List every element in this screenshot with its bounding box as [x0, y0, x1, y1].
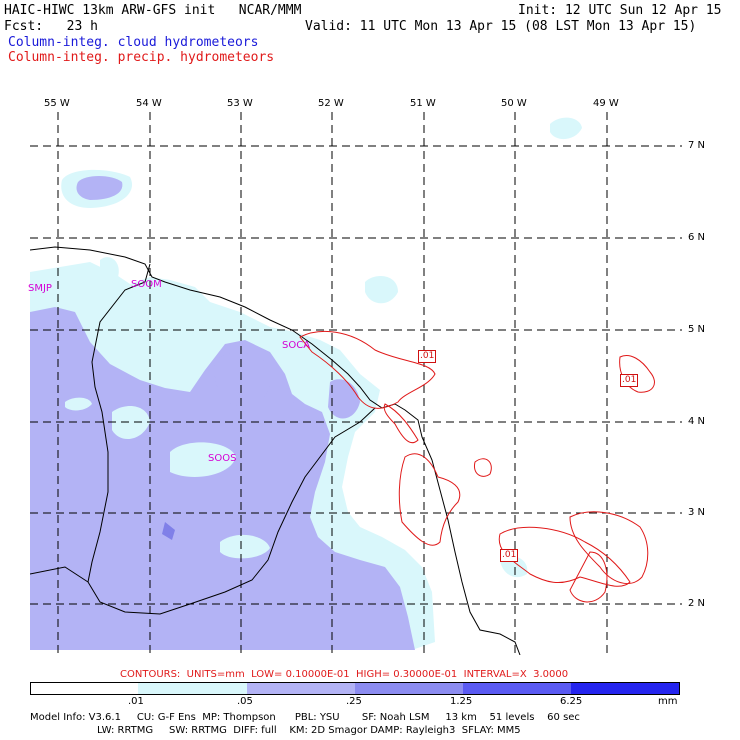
lat-label: 4 N: [688, 416, 706, 427]
valid-time: Valid: 11 UTC Mon 13 Apr 15 (08 LST Mon …: [305, 19, 697, 34]
lon-label: 52 W: [318, 98, 344, 109]
lat-label: 6 N: [688, 232, 706, 243]
map-plot: [30, 112, 682, 655]
colorbar-level: .01: [128, 696, 144, 707]
station-label: SOOM: [131, 279, 162, 290]
colorbar-level: 6.25: [560, 696, 583, 707]
colorbar-bin: [571, 683, 679, 694]
lat-label: 5 N: [688, 324, 706, 335]
colorbar: [30, 682, 680, 695]
contour-label: .01: [620, 374, 639, 387]
colorbar-level: 1.25: [450, 696, 473, 707]
colorbar-level: .05: [237, 696, 253, 707]
lon-label: 49 W: [593, 98, 619, 109]
colorbar-units: mm: [658, 696, 678, 707]
lon-label: 53 W: [227, 98, 253, 109]
contour-label: .01: [500, 549, 519, 562]
lon-label: 51 W: [410, 98, 436, 109]
lat-lon-grid: [30, 112, 682, 655]
contour-label: .01: [418, 350, 437, 363]
lon-label: 50 W: [501, 98, 527, 109]
forecast-hour: Fcst: 23 h: [4, 19, 98, 34]
station-label: SOCA: [282, 340, 311, 351]
colorbar-bin: [463, 683, 571, 694]
lon-label: 54 W: [136, 98, 162, 109]
station-label: SMJP: [28, 283, 52, 294]
station-label: SOOS: [208, 453, 237, 464]
cloud-field-gaps: [65, 397, 270, 559]
lat-label: 3 N: [688, 507, 706, 518]
colorbar-bin: [31, 683, 138, 694]
lat-label: 2 N: [688, 598, 706, 609]
cloud-field-dark: [162, 522, 175, 540]
coastline-borders: [30, 246, 521, 655]
model-info-line2: LW: RRTMG SW: RRTMG DIFF: full KM: 2D Sm…: [97, 725, 521, 736]
model-title: HAIC-HIWC 13km ARW-GFS init NCAR/MMM: [4, 3, 302, 18]
cloud-field-medium: [30, 176, 415, 650]
colorbar-bin: [138, 683, 247, 694]
field-precip-title: Column-integ. precip. hydrometeors: [8, 50, 275, 65]
model-info-line1: Model Info: V3.6.1 CU: G-F Ens MP: Thomp…: [30, 712, 580, 723]
lat-label: 7 N: [688, 140, 706, 151]
field-cloud-title: Column-integ. cloud hydrometeors: [8, 35, 259, 50]
lon-label: 55 W: [44, 98, 70, 109]
contour-info: CONTOURS: UNITS=mm LOW= 0.10000E-01 HIGH…: [120, 669, 569, 680]
colorbar-level: .25: [346, 696, 362, 707]
init-time: Init: 12 UTC Sun 12 Apr 15: [518, 3, 722, 18]
colorbar-bin: [355, 683, 463, 694]
colorbar-bin: [247, 683, 355, 694]
